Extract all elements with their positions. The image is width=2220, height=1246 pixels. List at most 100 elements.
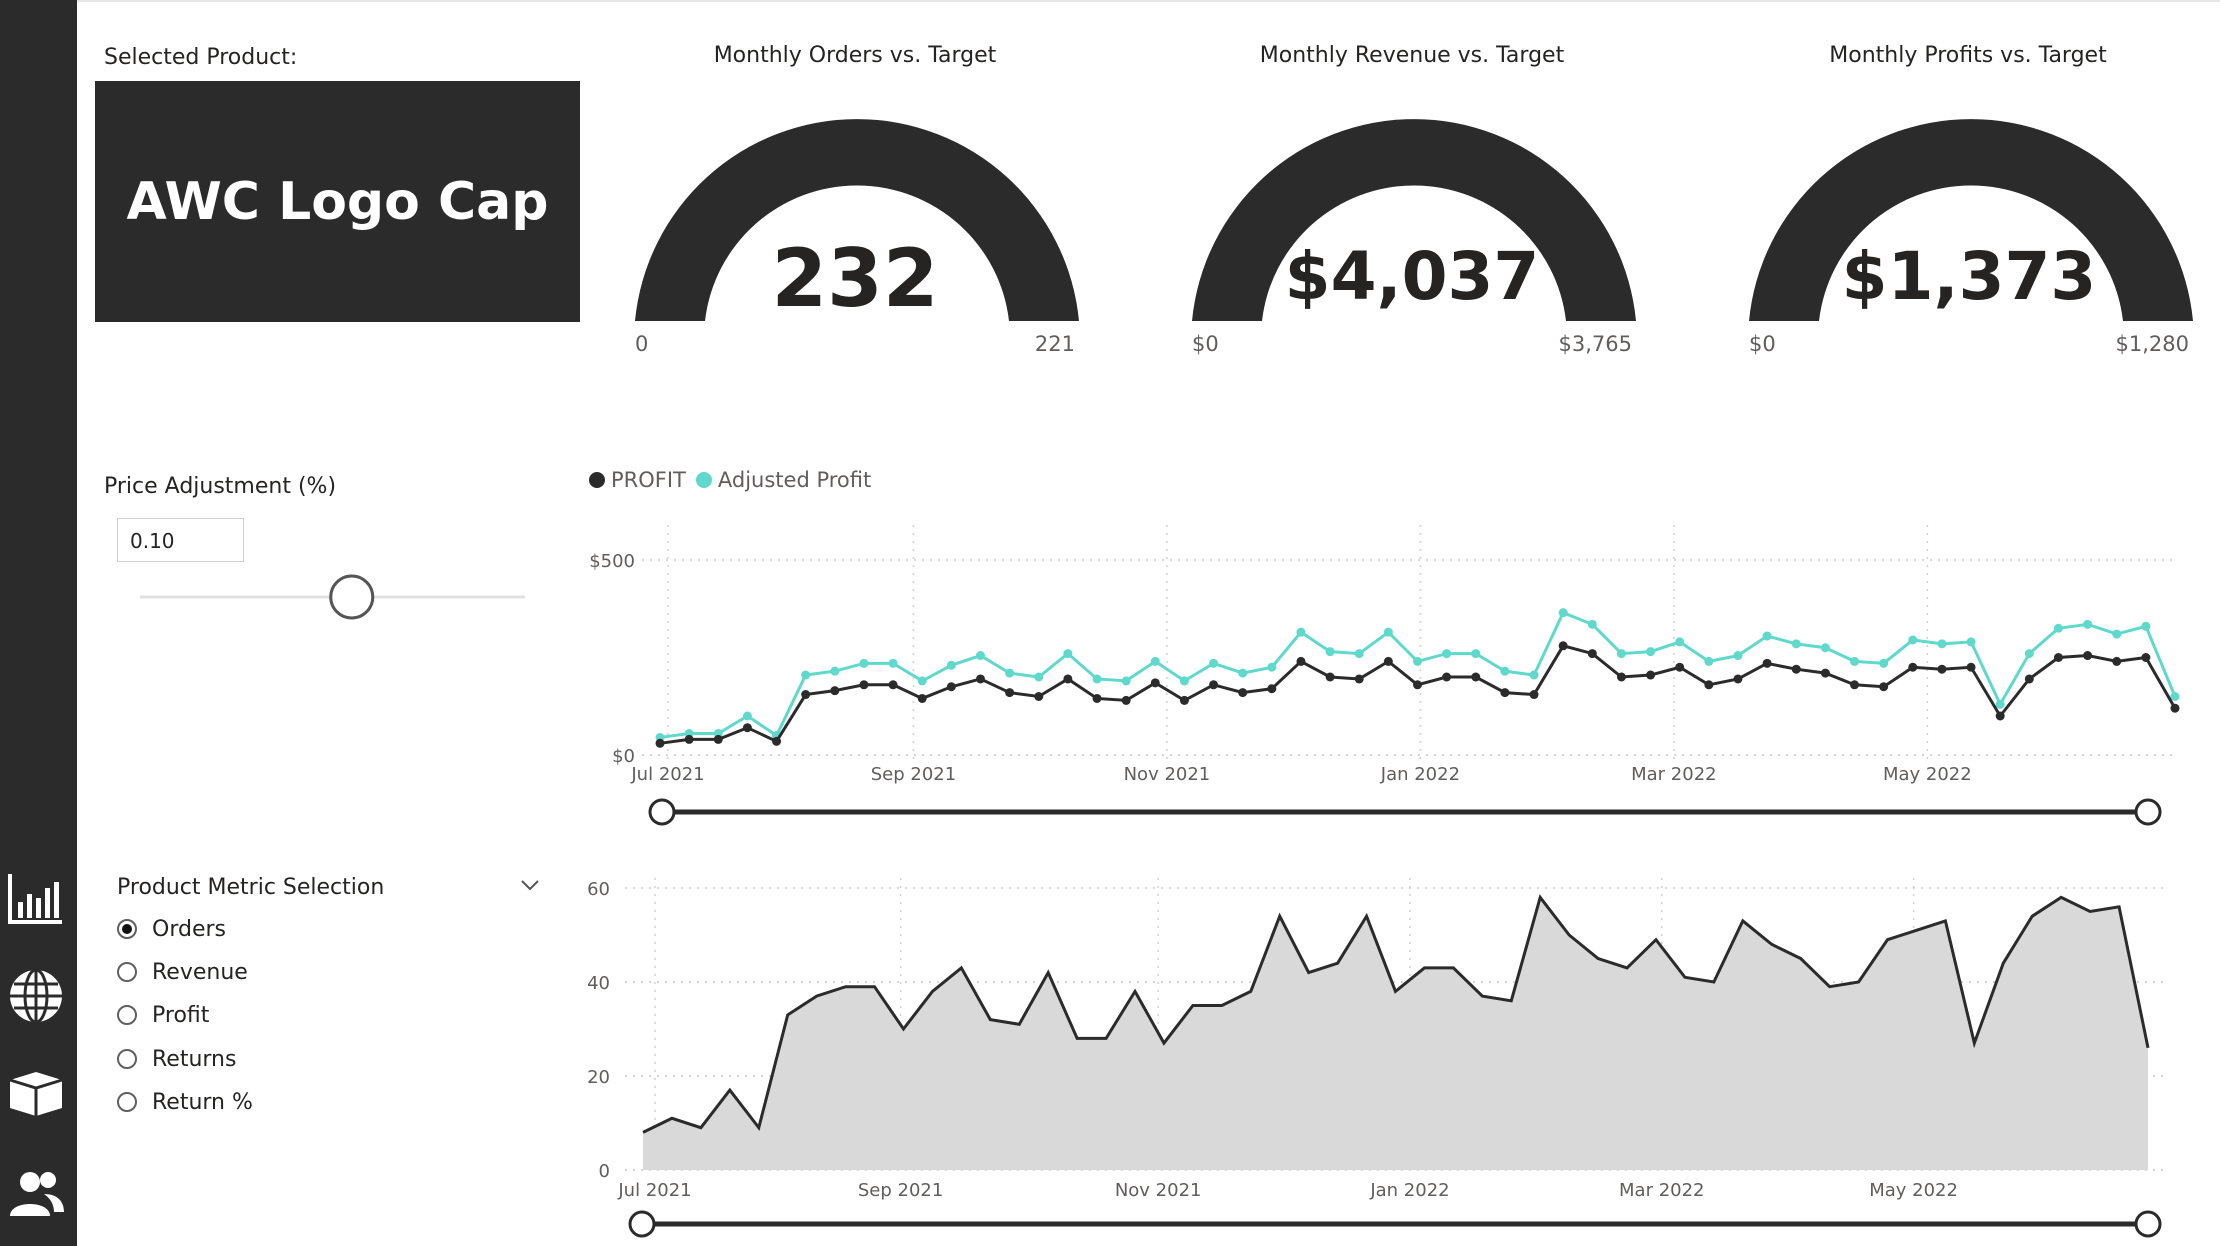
profit-point bbox=[1820, 668, 1830, 678]
profit-point bbox=[1675, 662, 1685, 672]
gauge-orders-arc bbox=[635, 119, 1079, 321]
profit-point bbox=[1791, 664, 1801, 674]
x-tick-label: Jul 2021 bbox=[630, 764, 704, 785]
legend-profit-label: PROFIT bbox=[611, 468, 686, 492]
adjusted-profit-point bbox=[2112, 629, 2122, 639]
chevron-down-icon[interactable] bbox=[520, 878, 540, 892]
profit-point bbox=[1762, 658, 1772, 668]
radio-return-pct[interactable]: Return % bbox=[117, 1084, 253, 1120]
radio-button[interactable] bbox=[117, 962, 137, 982]
slider-thumb[interactable] bbox=[329, 574, 375, 620]
radio-button[interactable] bbox=[117, 1092, 137, 1112]
adjusted-profit-point bbox=[1383, 627, 1393, 637]
radio-button[interactable] bbox=[117, 919, 137, 939]
radio-label: Returns bbox=[152, 1046, 237, 1072]
y-tick-label: $0 bbox=[612, 746, 635, 767]
adjusted-profit-point bbox=[1529, 670, 1539, 680]
profit-point bbox=[1733, 674, 1743, 684]
legend-adjusted[interactable]: Adjusted Profit bbox=[695, 468, 871, 492]
profit-point bbox=[2112, 656, 2122, 666]
gauge-orders-max: 221 bbox=[1034, 332, 1075, 356]
profit-point bbox=[1442, 672, 1452, 682]
adjusted-profit-point bbox=[1442, 649, 1452, 659]
gauge-orders-title: Monthly Orders vs. Target bbox=[713, 43, 997, 68]
profit-point bbox=[772, 736, 782, 746]
profit-point bbox=[742, 723, 752, 733]
profit-point bbox=[975, 674, 985, 684]
profit-point bbox=[1966, 662, 1976, 672]
x-tick-label: Jul 2021 bbox=[617, 1180, 691, 1201]
range-end-handle[interactable] bbox=[2134, 798, 2162, 826]
adjusted-profit-point bbox=[1354, 649, 1364, 659]
profit-point bbox=[1063, 674, 1073, 684]
profit-point bbox=[2053, 653, 2063, 662]
x-tick-label: Mar 2022 bbox=[1631, 764, 1717, 785]
profit-point bbox=[655, 738, 665, 748]
profit-line-chart: $0 $500 Jul 2021 Sep 2021 Nov 2021 Jan 2022 Ma… bbox=[589, 525, 2180, 785]
adjusted-profit-point bbox=[1587, 619, 1597, 629]
y-tick-label: 20 bbox=[587, 1067, 610, 1088]
gauge-revenue-max: $3,765 bbox=[1558, 332, 1632, 356]
adjusted-profit-point bbox=[1500, 666, 1510, 676]
box-icon[interactable] bbox=[6, 1062, 66, 1122]
profit-point bbox=[1238, 688, 1248, 698]
product-card[interactable]: AWC Logo Cap bbox=[95, 81, 580, 322]
adjusted-profit-point bbox=[1092, 674, 1102, 684]
orders-line bbox=[642, 894, 2150, 1134]
profit-point bbox=[1587, 649, 1597, 659]
range-start-handle[interactable] bbox=[648, 798, 676, 826]
adjusted-profit-point bbox=[1325, 647, 1335, 657]
top-divider bbox=[77, 0, 2220, 2]
adjusted-profit-point bbox=[1005, 668, 1015, 678]
profit-point bbox=[888, 680, 898, 690]
profit-point bbox=[1383, 656, 1393, 666]
area-chart-range-slider[interactable] bbox=[620, 1204, 2170, 1244]
adjusted-profit-point bbox=[1616, 649, 1626, 659]
bar-chart-icon[interactable] bbox=[6, 868, 66, 928]
profit-point bbox=[1034, 692, 1044, 701]
radio-profit[interactable]: Profit bbox=[117, 997, 209, 1033]
profit-point bbox=[830, 686, 840, 696]
radio-orders[interactable]: Orders bbox=[117, 911, 226, 947]
y-tick-label: 0 bbox=[599, 1161, 610, 1182]
adjusted-profit-point bbox=[2141, 621, 2151, 631]
users-icon[interactable] bbox=[6, 1164, 66, 1224]
line-chart-range-slider[interactable] bbox=[640, 790, 2170, 834]
adjusted-profit-point bbox=[2024, 649, 2034, 659]
adjusted-profit-point bbox=[1675, 637, 1685, 647]
adjusted-profit-line bbox=[659, 610, 2177, 739]
radio-label: Orders bbox=[152, 916, 226, 942]
adjusted-profit-point bbox=[1820, 643, 1830, 653]
x-tick-label: Jan 2022 bbox=[1380, 764, 1460, 785]
radio-button[interactable] bbox=[117, 1049, 137, 1069]
gauge-profits-value: $1,373 bbox=[1841, 238, 2097, 315]
profit-point bbox=[1646, 670, 1656, 680]
adjusted-profit-point bbox=[1762, 631, 1772, 641]
range-start-handle[interactable] bbox=[628, 1210, 656, 1238]
adjusted-profit-point bbox=[1413, 656, 1422, 666]
price-adjustment-input[interactable]: 0.10 bbox=[117, 518, 244, 562]
adjusted-profit-point bbox=[1791, 639, 1801, 649]
adjusted-profit-point bbox=[1471, 649, 1481, 659]
adjusted-profit-point bbox=[917, 676, 927, 686]
radio-revenue[interactable]: Revenue bbox=[117, 954, 248, 990]
legend-adjusted-dot bbox=[695, 472, 712, 488]
adjusted-profit-point bbox=[975, 651, 985, 661]
radio-button[interactable] bbox=[117, 1005, 137, 1025]
adjusted-profit-point bbox=[2170, 692, 2180, 701]
profit-point bbox=[1704, 680, 1714, 690]
gauge-profits-title: Monthly Profits vs. Target bbox=[1829, 43, 2107, 68]
profit-point bbox=[1121, 695, 1131, 705]
legend-profit[interactable]: PROFIT bbox=[589, 468, 686, 492]
sidebar bbox=[0, 0, 77, 1246]
gauge-profits-arc bbox=[1749, 119, 2193, 321]
radio-returns[interactable]: Returns bbox=[117, 1041, 236, 1077]
gauge-revenue-arc bbox=[1192, 119, 1636, 321]
adjusted-profit-point bbox=[1966, 637, 1976, 647]
gauge-revenue-value: $4,037 bbox=[1284, 238, 1540, 315]
adjusted-profit-point bbox=[1733, 651, 1743, 661]
globe-icon[interactable] bbox=[6, 966, 66, 1026]
range-end-handle[interactable] bbox=[2134, 1210, 2162, 1238]
price-adjustment-slider[interactable] bbox=[135, 572, 530, 622]
radio-label: Profit bbox=[152, 1002, 210, 1028]
